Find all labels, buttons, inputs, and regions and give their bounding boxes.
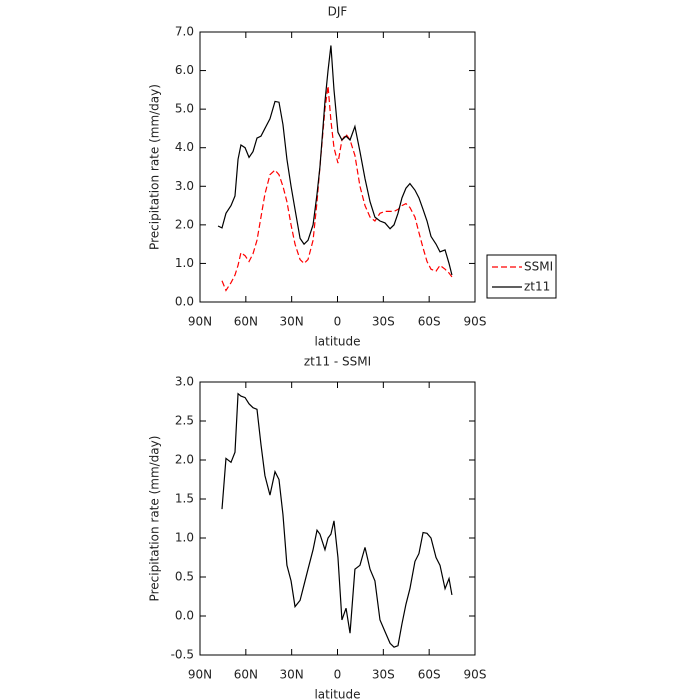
x-tick-label: 60N xyxy=(234,315,258,329)
x-axis-label: latitude xyxy=(314,688,360,700)
legend-label: SSMI xyxy=(524,260,553,274)
y-tick-label: 0.0 xyxy=(175,609,194,623)
y-axis-label: Precipitation rate (mm/day) xyxy=(148,436,162,602)
legend-box xyxy=(486,254,557,299)
x-tick-label: 30S xyxy=(372,315,395,329)
y-tick-label: 3.0 xyxy=(175,179,194,193)
y-tick-label: -0.5 xyxy=(171,648,194,662)
y-tick-label: 7.0 xyxy=(175,25,194,39)
y-tick-label: 1.0 xyxy=(175,531,194,545)
x-tick-label: 0 xyxy=(334,668,342,682)
y-tick-label: 0.5 xyxy=(175,570,194,584)
chart-title: DJF xyxy=(328,5,348,19)
x-tick-label: 90S xyxy=(464,315,487,329)
x-tick-label: 60S xyxy=(418,668,441,682)
chart-title: zt11 - SSMI xyxy=(304,355,371,369)
x-tick-label: 60S xyxy=(418,315,441,329)
y-tick-label: 5.0 xyxy=(175,102,194,116)
x-tick-label: 30N xyxy=(280,315,304,329)
data-line xyxy=(221,392,453,648)
x-tick-label: 90S xyxy=(464,668,487,682)
y-tick-label: 0.0 xyxy=(175,295,194,309)
x-tick-label: 90N xyxy=(188,668,212,682)
plot-frame xyxy=(199,31,476,303)
data-line xyxy=(217,45,453,276)
y-tick-label: 3.0 xyxy=(175,375,194,389)
x-tick-label: 30N xyxy=(280,668,304,682)
x-tick-label: 30S xyxy=(372,668,395,682)
x-tick-label: 0 xyxy=(334,315,342,329)
plot-frame xyxy=(199,381,476,656)
data-line xyxy=(221,85,453,292)
y-tick-label: 6.0 xyxy=(175,63,194,77)
legend-label: zt11 xyxy=(524,280,550,294)
y-tick-label: 2.5 xyxy=(175,414,194,428)
x-axis-label: latitude xyxy=(314,335,360,349)
y-axis-label: Precipitation rate (mm/day) xyxy=(148,84,162,250)
y-tick-label: 1.5 xyxy=(175,492,194,506)
y-tick-label: 4.0 xyxy=(175,140,194,154)
x-tick-label: 90N xyxy=(188,315,212,329)
x-tick-label: 60N xyxy=(234,668,258,682)
y-tick-label: 2.0 xyxy=(175,453,194,467)
y-tick-label: 2.0 xyxy=(175,217,194,231)
y-tick-label: 1.0 xyxy=(175,256,194,270)
